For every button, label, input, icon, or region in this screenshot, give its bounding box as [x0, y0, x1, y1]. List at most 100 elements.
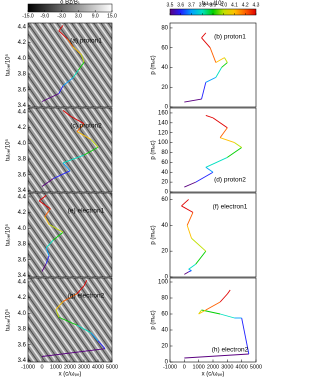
x-tick-label: 3000 — [221, 364, 233, 370]
trajectory-segment — [184, 181, 196, 188]
trajectory-segment — [83, 280, 88, 287]
y-tick-label: 4.0 — [18, 226, 27, 232]
trajectory-segment — [226, 289, 231, 295]
trajectory-segment — [241, 317, 250, 355]
trajectory-segment — [58, 85, 64, 94]
y-tick-label: 0 — [165, 275, 169, 281]
colorbar-tick-label: 9.0 — [92, 13, 99, 19]
y-tick-label: 20 — [161, 249, 168, 255]
y-tick-label: 20 — [161, 85, 168, 91]
trajectory-segment — [62, 154, 85, 164]
y-axis-label: tωₚₑ/10⁵ — [5, 309, 12, 331]
panel-frame — [169, 107, 257, 193]
panel-label: (a) proton1 — [70, 38, 102, 45]
trajectory-segment — [198, 309, 207, 315]
y-tick-label: 0 — [165, 360, 169, 366]
colorbar-tick-label: 4.2 — [242, 2, 249, 8]
y-tick-label: 3.8 — [18, 157, 27, 163]
trajectory-segment — [44, 216, 50, 225]
trajectory-segment — [221, 62, 228, 68]
trajectory-segment — [184, 271, 189, 275]
panel-frame — [27, 107, 113, 193]
trajectory-segment — [219, 127, 228, 138]
y-tick-label: 4.4 — [18, 280, 27, 286]
colorbar-title: δ Bz/B₁ — [60, 0, 80, 6]
trajectory-segment — [44, 208, 51, 217]
y-tick-label: 3.4 — [18, 358, 27, 364]
trajectory-segment — [62, 110, 71, 117]
y-tick-label: 80 — [161, 296, 168, 302]
panel-frame — [27, 22, 113, 108]
trajectory-segment — [83, 146, 99, 156]
trajectory-segment — [55, 301, 64, 310]
y-axis-label: p (mₑc) — [151, 225, 157, 244]
y-tick-label: 3.6 — [18, 257, 27, 263]
panel-frame — [169, 192, 257, 278]
trajectory-segment — [90, 139, 99, 148]
trajectory-segment — [205, 76, 217, 83]
trajectory-segment — [52, 231, 64, 241]
trajectory-segment — [215, 67, 222, 78]
panel-label: (d) proton2 — [214, 177, 246, 184]
panel-background — [170, 23, 256, 107]
trajectory-segment — [55, 309, 60, 318]
y-tick-label: 40 — [161, 65, 168, 71]
trajectory-segment — [66, 38, 74, 47]
y-tick-label: 3.4 — [18, 273, 27, 279]
trajectory-segment — [76, 285, 85, 295]
trajectory-segment — [195, 171, 214, 183]
panel-label: (c) proton2 — [70, 123, 102, 130]
trajectory-segment — [48, 224, 64, 233]
y-tick-label: 4.0 — [18, 311, 27, 317]
trajectory-segment — [219, 293, 228, 303]
y-tick-label: 20 — [161, 180, 168, 186]
y-axis-label: tωₚₑ/10⁵ — [5, 224, 12, 246]
y-tick-label: 3.6 — [18, 172, 27, 178]
colorbar-title: tωₚₑ/10⁵ — [202, 0, 224, 7]
panel-background — [28, 278, 112, 362]
trajectory-segment — [212, 117, 228, 129]
x-tick-label: 5000 — [250, 364, 262, 370]
y-tick-label: 3.8 — [18, 242, 27, 248]
x-tick-label: 0 — [183, 364, 186, 370]
trajectory-segment — [201, 32, 207, 39]
trajectory-segment — [78, 61, 85, 71]
y-tick-label: 40 — [161, 328, 168, 334]
trajectory-segment — [45, 247, 50, 256]
colorbar-tick-label: 3.6 — [177, 2, 184, 8]
trajectory-segment — [220, 137, 235, 144]
trajectory-segment — [205, 301, 221, 311]
trajectory-segment — [72, 69, 79, 79]
trajectory-segment — [201, 37, 211, 49]
trajectory-segment — [205, 157, 228, 168]
figure: -15.0 -9.0 -3.0 3.0 9.0 15.0δ Bz/B₁ 3.5 3.6 3.7 3… — [5, 0, 263, 377]
trajectory-segment — [76, 131, 92, 140]
trajectory-segment — [62, 77, 74, 87]
colorbar-tick-label: 3.8 — [199, 2, 206, 8]
colorbar-tick-label: -15.0 — [22, 13, 34, 19]
y-axis-label: p (mₑc) — [151, 55, 157, 74]
trajectory-segment — [45, 255, 50, 264]
panel-label: (e) electron1 — [68, 208, 105, 215]
trajectory-segment — [188, 268, 192, 271]
y-tick-label: 100 — [158, 280, 169, 286]
trajectory-segment — [45, 239, 54, 249]
trajectory-segment — [227, 147, 242, 158]
trajectory-segment — [97, 340, 106, 349]
y-tick-label: 3.6 — [18, 87, 27, 93]
trajectory-segment — [41, 93, 59, 102]
y-tick-label: 4.2 — [18, 125, 27, 131]
trajectory-segment — [191, 237, 207, 252]
trajectory-segment — [215, 57, 225, 63]
panel-background — [170, 193, 256, 277]
panel-background — [28, 108, 112, 192]
panel-background — [28, 23, 112, 107]
trajectory-segment — [234, 142, 242, 148]
y-tick-label: 4.2 — [18, 40, 27, 46]
x-tick-label: 0 — [40, 364, 43, 370]
trajectory-segment — [53, 170, 71, 180]
y-tick-label: 60 — [161, 197, 168, 203]
colorbar-tick-label: 3.0 — [75, 13, 82, 19]
y-tick-label: 40 — [161, 223, 168, 229]
trajectory-segment — [205, 166, 214, 173]
